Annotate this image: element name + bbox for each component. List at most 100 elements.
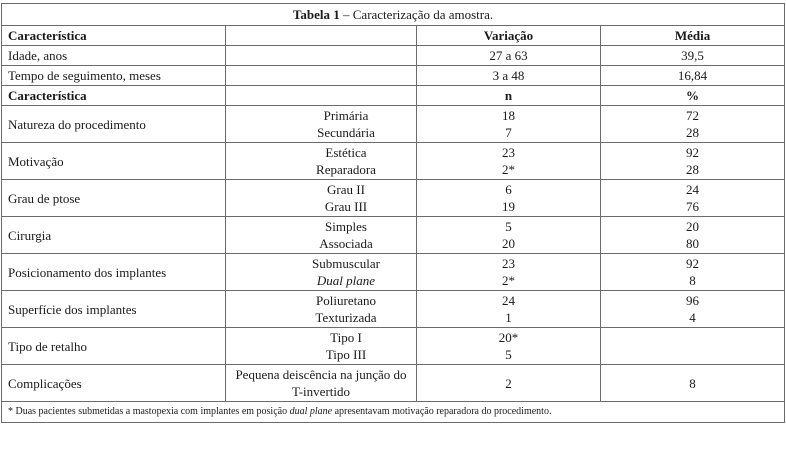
header-row: Característica n % bbox=[1, 85, 786, 106]
group-label: Natureza do procedimento bbox=[1, 105, 226, 143]
pct-values: 72 28 bbox=[599, 105, 786, 143]
row-blank bbox=[225, 65, 417, 86]
pct-value: 28 bbox=[686, 162, 700, 177]
pct-value: 24 bbox=[686, 182, 700, 197]
row-blank bbox=[225, 45, 417, 66]
table-row: Grau de ptose Grau II Grau III 6 19 24 76 bbox=[1, 179, 786, 217]
subcategory: Tipo III bbox=[325, 347, 367, 362]
subcategory: Associada bbox=[319, 236, 373, 251]
n-value: 19 bbox=[502, 199, 515, 214]
pct-value: 4 bbox=[689, 310, 696, 325]
pct-value: 20 bbox=[686, 219, 700, 234]
group-label: Superfície dos implantes bbox=[1, 290, 226, 328]
n-value: 2* bbox=[502, 162, 515, 177]
pct-value: 8 bbox=[689, 273, 696, 288]
row-label: Tempo de seguimento, meses bbox=[1, 65, 226, 86]
row-label: Idade, anos bbox=[1, 45, 226, 66]
subcategory: Grau III bbox=[324, 199, 368, 214]
header-mean: Média bbox=[599, 25, 786, 46]
subcategory: Pequena deiscência na junção do T-invert… bbox=[225, 364, 417, 402]
table-caption: Tabela 1 – Caracterização da amostra. bbox=[0, 3, 786, 26]
header-blank bbox=[225, 85, 417, 106]
pct-value: 80 bbox=[686, 236, 700, 251]
pct-values: 20 80 bbox=[599, 216, 786, 254]
n-values: 23 2* bbox=[416, 253, 601, 291]
subcategory: Grau II bbox=[327, 182, 365, 197]
pct-value: 8 bbox=[599, 364, 786, 402]
subcategory: Primária bbox=[323, 108, 369, 123]
n-values: 5 20 bbox=[416, 216, 601, 254]
n-value: 2 bbox=[416, 364, 601, 402]
table-row: Superfície dos implantes Poliuretano Text… bbox=[1, 290, 786, 328]
header-row: Característica Variação Média bbox=[1, 25, 786, 46]
row-mean: 16,84 bbox=[599, 65, 786, 86]
row-range: 27 a 63 bbox=[416, 45, 601, 66]
header-characteristic: Característica bbox=[1, 85, 226, 106]
caption-label: Tabela 1 bbox=[292, 7, 340, 22]
pct-values bbox=[599, 327, 786, 365]
footnote-text-end: apresentavam motivação reparadora do pro… bbox=[332, 406, 552, 417]
subcategory: Secundária bbox=[317, 125, 375, 140]
pct-value: 76 bbox=[686, 199, 700, 214]
table-row: Tipo de retalho Tipo I Tipo III 20* 5 bbox=[1, 327, 786, 365]
group-label: Posicionamento dos implantes bbox=[1, 253, 226, 291]
footnote-emphasis: dual plane bbox=[289, 406, 333, 417]
subcategories: Grau II Grau III bbox=[225, 179, 417, 217]
caption-text: – Caracterização da amostra. bbox=[339, 7, 494, 22]
subcategory: Texturizada bbox=[315, 310, 377, 325]
subcategories: Poliuretano Texturizada bbox=[225, 290, 417, 328]
table-row: Tempo de seguimento, meses 3 a 48 16,84 bbox=[1, 65, 786, 86]
header-blank bbox=[225, 25, 417, 46]
pct-value: 72 bbox=[686, 108, 700, 123]
header-characteristic: Característica bbox=[1, 25, 226, 46]
subcategories: Tipo I Tipo III bbox=[225, 327, 417, 365]
table-row: Natureza do procedimento Primária Secundá… bbox=[1, 105, 786, 143]
subcategory: Reparadora bbox=[316, 162, 376, 177]
header-n: n bbox=[416, 85, 601, 106]
subcategory: Tipo I bbox=[330, 330, 362, 345]
table-row: Motivação Estética Reparadora 23 2* 92 28 bbox=[1, 142, 786, 180]
n-values: 20* 5 bbox=[416, 327, 601, 365]
pct-values: 92 8 bbox=[599, 253, 786, 291]
table-row: Posicionamento dos implantes Submuscular… bbox=[1, 253, 786, 291]
subcategory: Submuscular bbox=[312, 256, 380, 271]
group-label: Cirurgia bbox=[1, 216, 226, 254]
pct-values: 96 4 bbox=[599, 290, 786, 328]
n-value: 20* bbox=[498, 330, 519, 345]
pct-value: 96 bbox=[686, 293, 700, 308]
n-value: 20 bbox=[502, 236, 515, 251]
row-mean: 39,5 bbox=[599, 45, 786, 66]
n-values: 24 1 bbox=[416, 290, 601, 328]
group-label: Motivação bbox=[1, 142, 226, 180]
table-row: Idade, anos 27 a 63 39,5 bbox=[1, 45, 786, 66]
n-value: 23 bbox=[502, 256, 515, 271]
n-value: 2* bbox=[502, 273, 515, 288]
pct-values: 92 28 bbox=[599, 142, 786, 180]
subcategories: Simples Associada bbox=[225, 216, 417, 254]
table-footnote: * Duas pacientes submetidas a mastopexia… bbox=[0, 401, 786, 423]
n-values: 23 2* bbox=[416, 142, 601, 180]
pct-value: 28 bbox=[686, 125, 700, 140]
subcategories: Primária Secundária bbox=[225, 105, 417, 143]
n-value: 24 bbox=[502, 293, 515, 308]
subcategory-italic: Dual plane bbox=[316, 273, 376, 288]
pct-values: 24 76 bbox=[599, 179, 786, 217]
header-range: Variação bbox=[416, 25, 601, 46]
header-percent: % bbox=[599, 85, 786, 106]
pct-value: 92 bbox=[686, 145, 700, 160]
subcategories: Submuscular Dual plane bbox=[225, 253, 417, 291]
n-value: 6 bbox=[505, 182, 512, 197]
group-label: Grau de ptose bbox=[1, 179, 226, 217]
n-value: 7 bbox=[505, 125, 512, 140]
n-value: 1 bbox=[505, 310, 512, 325]
table-row: Complicações Pequena deiscência na junçã… bbox=[1, 364, 786, 402]
n-value: 5 bbox=[505, 347, 512, 362]
n-values: 18 7 bbox=[416, 105, 601, 143]
n-value: 5 bbox=[505, 219, 512, 234]
n-value: 18 bbox=[502, 108, 515, 123]
group-label: Complicações bbox=[1, 364, 226, 402]
characterization-table: Tabela 1 – Caracterização da amostra. Ca… bbox=[0, 3, 786, 423]
pct-value: 92 bbox=[686, 256, 700, 271]
n-values: 6 19 bbox=[416, 179, 601, 217]
group-label: Tipo de retalho bbox=[1, 327, 226, 365]
